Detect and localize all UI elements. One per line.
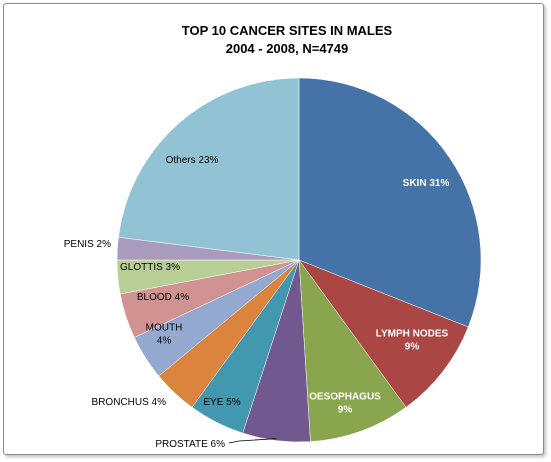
slice-label: OESOPHAGUS 9% (309, 392, 381, 416)
chart-subtitle: 2004 - 2008, N=4749 (226, 41, 349, 56)
slice-label: MOUTH 4% (146, 323, 183, 347)
slice-label: LYMPH NODES 9% (376, 329, 449, 353)
slice-label: BLOOD 4% (137, 292, 189, 303)
pie-slice (298, 259, 407, 442)
pie-slice (118, 77, 300, 261)
chart-title: TOP 10 CANCER SITES IN MALES (182, 23, 393, 38)
slice-label: SKIN 31% (403, 178, 450, 189)
slice-labels: SKIN 31% LYMPH NODES 9% OESOPHAGUS 9% PROSTAT… (64, 155, 450, 450)
slice-label: BRONCHUS 4% (92, 397, 167, 408)
slice-label: PENIS 2% (64, 239, 111, 250)
slice-label: EYE 5% (203, 397, 240, 408)
slice-label: PROSTATE 6% (155, 439, 225, 450)
pie-slices (116, 77, 482, 443)
leader-lines (228, 438, 277, 444)
pie-slice (298, 259, 469, 408)
slice-label: GLOTTIS 3% (120, 262, 180, 273)
slice-label: Others 23% (166, 155, 219, 166)
pie-slice (298, 77, 482, 328)
leader-line (228, 438, 277, 444)
